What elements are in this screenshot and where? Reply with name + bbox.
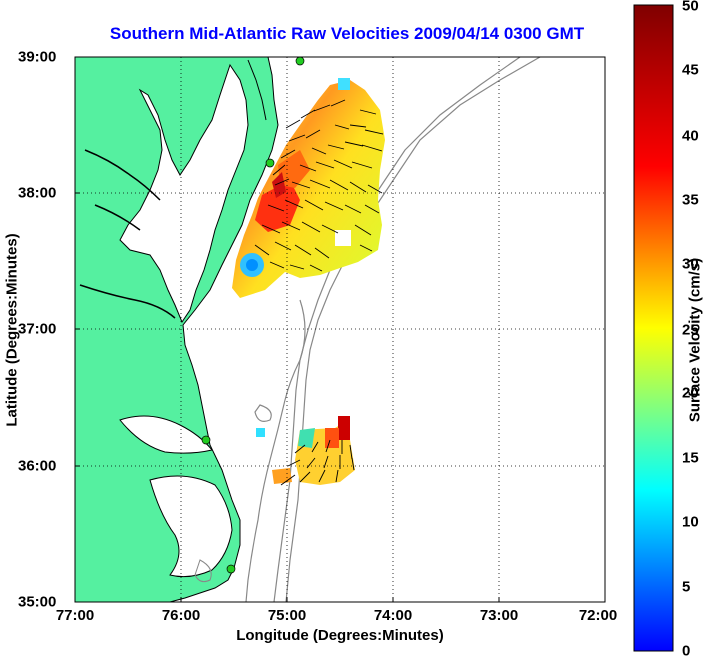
pamlico-sound [149,475,233,578]
radar-station-icon [226,564,236,574]
x-tick-label: 74:00 [373,607,413,624]
rappahannock-river [94,204,141,231]
y-tick-label: 36:00 [18,457,57,475]
bathymetry-contour-2 [273,57,521,602]
colorbar-tick-label: 10 [682,513,699,531]
map-title: Southern Mid-Atlantic Raw Velocities 200… [109,24,585,43]
y-tick-label: 35:00 [18,593,57,611]
radar-station-icon [201,435,211,445]
bathymetry-contour-4 [254,404,272,422]
potomac-river [84,149,161,201]
bathymetry-contour-1 [285,57,541,602]
velocity-field-south [256,416,355,486]
colorbar-tick-label: 50 [682,0,699,15]
radar-station-icon [295,57,305,66]
map-grid [75,57,605,602]
x-tick-label: 72:00 [578,607,618,624]
colorbar-tick-label: 15 [682,449,699,467]
colorbar-tick-label: 5 [682,578,691,596]
x-axis-label: Longitude (Degrees:Minutes) [236,627,444,644]
delmarva-peninsula-edge [247,59,267,121]
y-tick-label: 39:00 [18,48,57,66]
colorbar-tick-label: 30 [682,255,699,273]
y-tick-label: 37:00 [18,320,57,338]
y-tick-label: 38:00 [18,184,57,202]
x-tick-label: 77:00 [55,607,95,624]
colorbar-tick-label: 45 [682,61,699,79]
james-river [79,284,176,319]
x-tick-label: 73:00 [479,607,519,624]
colorbar [633,4,674,652]
albemarle-sound [119,415,213,454]
velocity-field-north [232,78,385,298]
y-axis-label: Latitude (Degrees:Minutes) [3,233,21,427]
x-tick-label: 76:00 [161,607,201,624]
colorbar-tick-label: 25 [682,321,699,339]
colorbar-tick-label: 0 [682,642,691,660]
bathymetry-contour-3 [245,299,306,602]
colorbar-tick-label: 20 [682,384,699,402]
radar-station-icon [265,158,275,168]
x-tick-label: 75:00 [267,607,307,624]
colorbar-label: Surface Velocity (cm/s) [686,257,704,423]
bathymetry-contour-5 [194,559,212,583]
colorbar-tick-label: 40 [682,127,699,145]
colorbar-tick-label: 35 [682,191,699,209]
chesapeake-bay [119,63,249,324]
axis-ticks [75,192,500,602]
